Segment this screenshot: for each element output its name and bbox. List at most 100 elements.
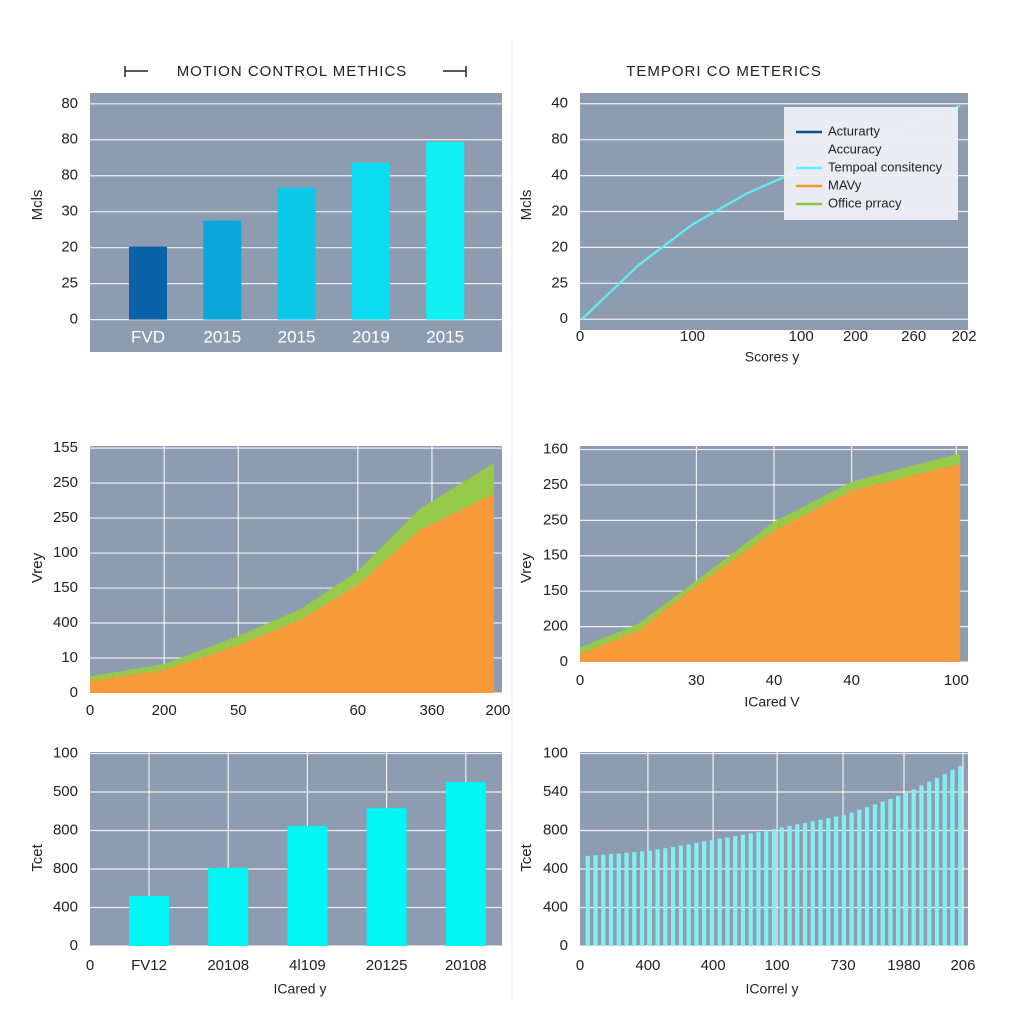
bar — [733, 835, 738, 946]
bar — [841, 815, 846, 946]
x-tick-label: 200 — [485, 702, 510, 719]
x-tick-label: 400 — [635, 957, 660, 974]
bar — [287, 825, 328, 946]
panel: 0 10 400 150 100 250 250 155 0 200 50 60 360 200 Vrey — [29, 439, 510, 719]
area-series — [90, 493, 494, 693]
x-tick-label: 400 — [701, 957, 726, 974]
legend-label: Office prracy — [828, 195, 902, 210]
y-tick-label: 0 — [70, 311, 78, 328]
y-tick-label: 400 — [53, 898, 78, 915]
bar — [694, 842, 699, 946]
bar — [896, 795, 901, 946]
bar — [717, 838, 722, 946]
y-tick-label: 400 — [53, 614, 78, 631]
panel: 0 25 20 30 80 80 80 MOTION CONTROL METHICS Mcls F… — [29, 63, 502, 352]
legend-label: Accuracy — [828, 141, 882, 156]
bar — [795, 824, 800, 946]
y-tick-label: 20 — [551, 238, 568, 255]
category-label: 4l109 — [289, 957, 326, 974]
bar — [632, 852, 637, 946]
category-label: 20108 — [445, 957, 487, 974]
bar — [129, 246, 167, 320]
y-tick-label: 150 — [543, 582, 568, 599]
y-tick-label: 30 — [61, 203, 78, 220]
y-tick-label: 800 — [543, 821, 568, 838]
x-axis-label: ICared y — [274, 981, 327, 997]
bar — [880, 801, 885, 946]
bar — [670, 847, 676, 946]
bar — [624, 852, 629, 946]
x-tick-label: 200 — [843, 328, 868, 345]
y-tick-label: 150 — [543, 547, 568, 564]
bar — [655, 849, 660, 946]
y-tick-label: 0 — [70, 937, 78, 954]
x-tick-label: 200 — [152, 702, 177, 719]
bar — [203, 220, 242, 320]
y-tick-label: 0 — [560, 310, 568, 327]
x-tick-label: 0 — [86, 702, 94, 719]
y-tick-label: 800 — [53, 860, 78, 877]
y-tick-label: 80 — [61, 167, 78, 184]
category-label: 2015 — [203, 327, 241, 346]
area-series — [580, 463, 961, 662]
chart-title: TEMPORI CO METERICS — [626, 63, 822, 80]
y-tick-label: 200 — [543, 618, 568, 635]
category-label: 2015 — [426, 327, 464, 346]
x-tick-label: 0 — [576, 672, 584, 689]
y-tick-label: 250 — [543, 511, 568, 528]
bar — [208, 867, 249, 946]
x-axis-label: ICared V — [744, 694, 800, 710]
y-axis-label: Vrey — [518, 552, 535, 583]
y-tick-label: 20 — [551, 202, 568, 219]
bar — [911, 789, 916, 946]
category-label: FVD — [131, 327, 165, 346]
x-tick-label: 60 — [349, 702, 366, 719]
bar — [802, 822, 808, 946]
y-tick-label: 160 — [543, 441, 568, 458]
bar — [702, 841, 707, 946]
y-tick-label: 25 — [551, 274, 568, 291]
y-tick-label: 80 — [61, 95, 78, 112]
bar — [950, 769, 955, 946]
bar — [927, 781, 932, 946]
category-label: 20125 — [366, 957, 408, 974]
bar — [663, 848, 668, 946]
panel: 0 400 800 800 500 100 0 Tcet ICared y FV12 20108 4l… — [29, 745, 502, 997]
category-label: 2015 — [278, 327, 316, 346]
bar — [756, 832, 761, 946]
bar — [709, 840, 715, 946]
x-tick-label: 100 — [765, 957, 790, 974]
x-tick-label: 0 — [576, 328, 584, 345]
y-tick-label: 400 — [543, 860, 568, 877]
x-tick-label: 730 — [831, 957, 856, 974]
y-tick-label: 80 — [551, 131, 568, 148]
y-tick-label: 0 — [560, 937, 568, 954]
bar — [725, 837, 730, 946]
chart-title: MOTION CONTROL METHICS — [177, 63, 408, 80]
y-tick-label: 20 — [61, 239, 78, 256]
x-tick-label: 40 — [766, 672, 783, 689]
bar — [740, 834, 746, 946]
panel: 0 25 20 20 40 80 40 0 100 100 200 260 202 TEMPORI CO … — [518, 63, 977, 365]
x-tick-label: 0 — [576, 957, 584, 974]
bar — [647, 850, 652, 946]
y-tick-label: 25 — [61, 275, 78, 292]
x-tick-label: 100 — [680, 328, 705, 345]
bar — [616, 853, 621, 946]
category-label: 2019 — [352, 327, 390, 346]
y-axis-label: Tcet — [518, 843, 535, 871]
y-tick-label: 250 — [53, 509, 78, 526]
y-axis-label: Vrey — [29, 552, 46, 583]
x-tick-label: 260 — [901, 328, 926, 345]
bar — [857, 809, 862, 946]
x-tick-label: 40 — [843, 672, 860, 689]
x-axis-label: ICorrel y — [746, 981, 799, 997]
y-tick-label: 0 — [70, 684, 78, 701]
bar — [826, 818, 831, 946]
y-tick-label: 250 — [53, 474, 78, 491]
y-tick-label: 100 — [53, 745, 78, 762]
legend: Acturarty Accuracy Tempoal consitency MAVy O… — [784, 107, 958, 220]
x-tick-label: 50 — [230, 702, 247, 719]
bar — [903, 793, 909, 946]
